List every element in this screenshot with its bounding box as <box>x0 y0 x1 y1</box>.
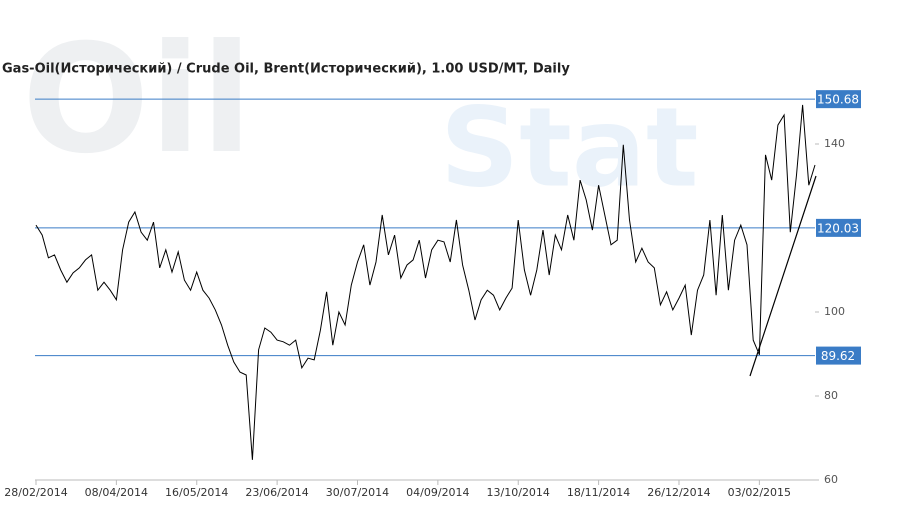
y-tick-label: 80 <box>824 389 838 402</box>
reference-label: 150.68 <box>817 93 859 107</box>
x-tick-label: 16/05/2014 <box>165 486 228 499</box>
x-tick-label: 30/07/2014 <box>326 486 389 499</box>
reference-label-box <box>816 218 861 237</box>
reference-label-box <box>816 346 861 365</box>
y-tick-label: 140 <box>824 137 845 150</box>
trend-line <box>749 175 817 377</box>
x-tick-label: 18/11/2014 <box>567 486 630 499</box>
reference-label: 120.03 <box>817 221 859 235</box>
x-tick-label: 23/06/2014 <box>245 486 308 499</box>
x-tick-label: 04/09/2014 <box>406 486 469 499</box>
price-line <box>35 104 816 460</box>
x-tick-label: 28/02/2014 <box>4 486 67 499</box>
x-tick-label: 03/02/2015 <box>728 486 791 499</box>
reference-label: 89.62 <box>821 349 855 363</box>
watermark: Oil <box>22 13 252 187</box>
x-tick-label: 13/10/2014 <box>487 486 550 499</box>
chart-title: Gas-Oil(Исторический) / Crude Oil, Brent… <box>2 62 570 77</box>
x-tick-label: 08/04/2014 <box>85 486 148 499</box>
x-tick-label: 26/12/2014 <box>647 486 710 499</box>
y-tick-label: 100 <box>824 305 845 318</box>
reference-label-box <box>816 90 861 109</box>
y-tick-label: 60 <box>824 473 838 486</box>
watermark: Stat <box>440 83 699 211</box>
